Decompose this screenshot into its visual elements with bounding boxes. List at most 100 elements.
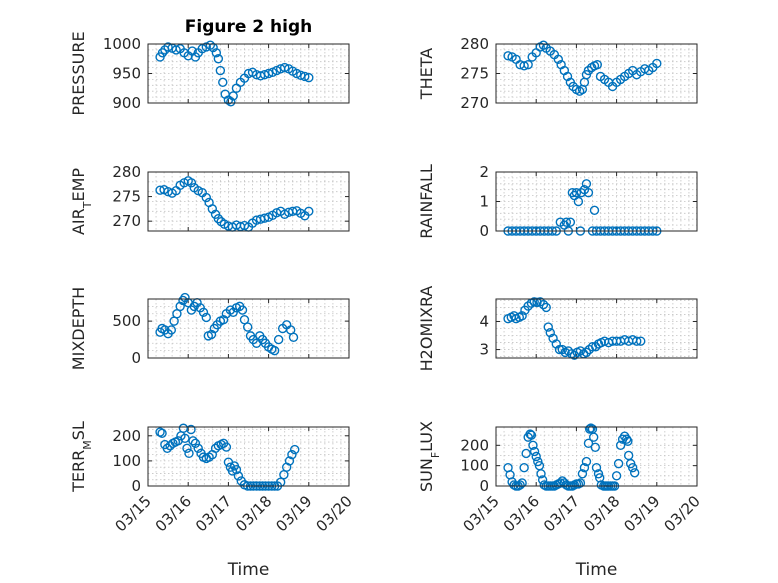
data-point xyxy=(269,345,280,356)
data-point xyxy=(581,347,592,358)
data-point xyxy=(259,213,270,223)
data-point xyxy=(519,61,529,71)
data-point xyxy=(583,187,594,198)
data-point xyxy=(632,336,642,346)
y-tick-label: 950 xyxy=(112,65,141,83)
data-point xyxy=(623,436,633,446)
data-point xyxy=(541,302,551,313)
x-tick-label: 03/19 xyxy=(620,492,663,535)
data-point xyxy=(287,449,297,460)
data-point xyxy=(213,214,224,224)
data-point xyxy=(591,462,602,473)
data-point xyxy=(583,438,594,448)
data-point xyxy=(555,478,566,488)
y-tick-label: 0 xyxy=(131,477,141,495)
data-point xyxy=(521,448,531,459)
data-point xyxy=(588,432,599,442)
data-point xyxy=(300,71,310,82)
y-axis-label: H2OMIXRA xyxy=(417,286,436,372)
data-point xyxy=(519,462,529,473)
data-point xyxy=(205,40,216,50)
data-point xyxy=(213,54,224,64)
data-point xyxy=(503,51,513,61)
data-point xyxy=(206,329,217,340)
subplot-3: 270 275 280 AIRTEMP xyxy=(69,163,350,235)
data-point xyxy=(163,42,173,52)
y-axis-label-rest: EMP xyxy=(69,168,88,202)
y-tick-label: 270 xyxy=(460,94,489,112)
data-point xyxy=(652,58,662,69)
data-point xyxy=(218,77,228,88)
data-point xyxy=(528,440,538,451)
data-point xyxy=(215,65,226,76)
y-axis-label: TERRMSL xyxy=(69,421,94,493)
data-point xyxy=(517,478,527,488)
y-axis-label: MIXDEPTH xyxy=(69,287,88,370)
data-point xyxy=(157,48,168,58)
y-axis-label: AIRTEMP xyxy=(69,168,94,235)
data-point xyxy=(562,71,573,82)
data-point xyxy=(228,91,238,101)
data-point xyxy=(592,59,603,70)
data-point xyxy=(531,451,541,462)
x-tick-label: 03/19 xyxy=(272,492,315,535)
data-point xyxy=(590,442,600,453)
data-point xyxy=(553,54,564,65)
data-point xyxy=(593,469,604,479)
subplot-6: 3 4 H2OMIXRA xyxy=(417,286,698,372)
y-axis-label-subscript: T xyxy=(81,201,94,209)
data-point xyxy=(221,442,232,452)
y-tick-label: 3 xyxy=(479,341,489,359)
data-point xyxy=(263,68,274,79)
y-tick-label: 275 xyxy=(460,65,489,83)
data-point xyxy=(186,178,197,188)
axes-frame xyxy=(495,426,698,487)
y-tick-label: 200 xyxy=(460,436,489,454)
y-tick-label: 2 xyxy=(479,163,489,181)
axes-frame xyxy=(147,298,350,359)
data-point xyxy=(517,311,527,321)
subplot-2: 270 275 280 THETA xyxy=(417,35,698,112)
data-point xyxy=(184,448,194,459)
data-point xyxy=(193,443,203,454)
data-point xyxy=(579,462,590,473)
x-axis-label: Time xyxy=(575,560,618,580)
data-point xyxy=(273,334,284,345)
x-tick-label: 03/15 xyxy=(112,492,155,535)
data-point xyxy=(523,59,533,70)
data-point xyxy=(175,301,185,312)
x-tick-label: 03/17 xyxy=(192,492,235,535)
y-axis-label: THETA xyxy=(417,48,436,100)
data-point xyxy=(575,478,586,488)
data-point xyxy=(225,305,236,315)
y-tick-label: 100 xyxy=(112,452,141,470)
data-point xyxy=(182,443,192,454)
data-point xyxy=(571,187,582,198)
axes-frame xyxy=(147,171,350,232)
axes-frame xyxy=(495,43,698,104)
data-point xyxy=(581,456,592,467)
x-tick-label: 03/15 xyxy=(460,492,503,535)
data-point xyxy=(162,443,172,454)
data-point xyxy=(561,217,572,227)
y-tick-label: 0 xyxy=(479,477,489,495)
x-tick-label: 03/17 xyxy=(540,492,583,535)
data-point xyxy=(290,444,300,455)
y-tick-label: 0 xyxy=(131,349,141,367)
y-axis-label-rest: SL xyxy=(69,421,88,440)
data-point xyxy=(218,314,229,325)
data-point xyxy=(586,423,596,433)
subplot-1: 900 950 1000 PRESSURE Figure 2 high xyxy=(69,17,350,116)
x-tick-label: 03/20 xyxy=(661,492,704,535)
y-tick-label: 200 xyxy=(112,427,141,445)
x-axis-label: Time xyxy=(227,560,270,580)
y-tick-label: 4 xyxy=(479,312,489,330)
y-axis-label-subscript: F xyxy=(429,452,442,458)
data-point xyxy=(636,336,646,346)
data-point xyxy=(613,458,624,469)
y-tick-label: 100 xyxy=(460,457,489,475)
data-point xyxy=(621,434,632,444)
